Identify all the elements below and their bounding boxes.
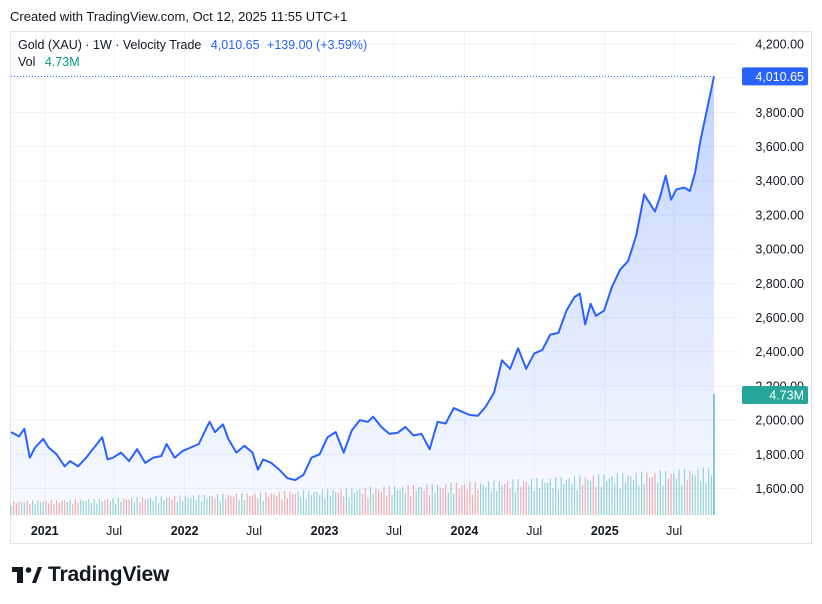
y-tick-label: 2,400.00 [755,345,804,359]
volume-badge-bg [742,386,808,404]
tradingview-brand[interactable]: TradingView [12,563,169,587]
time-axis[interactable]: 2021 Jul 2022 Jul 2023 Jul 2024 Jul 2025 Jul [31,524,682,538]
x-tick-label: 2021 [31,524,59,538]
last-price-badge: 4,010.65 [755,70,804,84]
price-line [10,76,715,481]
axis-badges: 4,010.65 4.73M [742,67,808,404]
legend-symbol[interactable]: Gold (XAU) · 1W · Velocity Trade [18,38,202,52]
x-tick-label: Jul [246,524,262,538]
tradingview-wordmark: TradingView [48,563,170,586]
tradingview-logo-icon [12,567,42,583]
x-tick-label: Jul [386,524,402,538]
y-tick-label: 3,800.00 [755,106,804,120]
x-tick-label: 2022 [171,524,199,538]
x-tick-label: 2023 [311,524,339,538]
last-price-badge-bg [742,67,808,86]
legend-price: 4,010.65 [210,38,260,52]
y-tick-label: 4,200.00 [755,37,804,51]
x-tick-label: 2024 [451,524,479,538]
y-tick-label: 3,400.00 [755,174,804,188]
y-tick-label: 2,600.00 [755,311,804,325]
x-tick-label: Jul [106,524,122,538]
legend-row-symbol: Gold (XAU) · 1W · Velocity Trade 4,010.6… [18,37,367,54]
y-tick-label: 1,800.00 [755,448,804,462]
legend-row-volume: Vol 4.73M [18,54,367,71]
x-tick-label: Jul [526,524,542,538]
y-tick-label: 1,600.00 [755,482,804,496]
y-tick-label: 3,200.00 [755,208,804,222]
x-tick-label: 2025 [591,524,619,538]
volume-badge: 4.73M [769,389,804,403]
legend-volume-value: 4.73M [44,55,80,69]
x-tick-label: Jul [666,524,682,538]
chart-caption: Created with TradingView.com, Oct 12, 20… [10,9,348,24]
y-tick-label: 2,000.00 [755,414,804,428]
legend-volume-label[interactable]: Vol [18,55,36,69]
price-area-fill [11,76,714,516]
legend-change: +139.00 (+3.59%) [267,38,368,52]
chart-frame [10,31,812,544]
y-tick-label: 3,600.00 [755,140,804,154]
y-tick-label: 2,800.00 [755,277,804,291]
price-axis[interactable]: 1,600.001,800.002,000.002,200.002,400.00… [755,37,804,496]
chart-legend: Gold (XAU) · 1W · Velocity Trade 4,010.6… [18,37,367,71]
y-tick-label: 3,000.00 [755,243,804,257]
